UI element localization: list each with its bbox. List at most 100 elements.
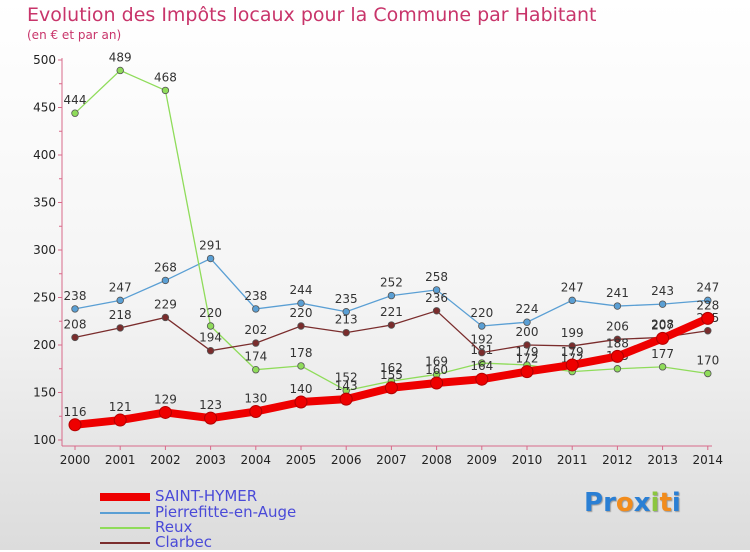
data-point-saint-hymer [158, 405, 172, 419]
data-label-saint-hymer: 143 [335, 379, 358, 393]
data-label-reux: 220 [199, 306, 222, 320]
y-tick-label: 350 [33, 196, 56, 210]
data-label-reux: 174 [244, 350, 267, 364]
data-label-pierrefitte-en-auge: 224 [516, 302, 539, 316]
data-point-reux [116, 66, 124, 75]
y-tick-label: 100 [33, 433, 56, 447]
data-label-pierrefitte-en-auge: 258 [425, 270, 448, 284]
data-point-pierrefitte-en-auge [478, 322, 486, 330]
data-point-pierrefitte-en-auge [342, 308, 350, 316]
data-point-reux [658, 363, 667, 371]
data-label-reux: 177 [651, 347, 674, 361]
y-tick-label: 150 [33, 386, 56, 400]
data-label-pierrefitte-en-auge: 268 [154, 260, 177, 274]
data-point-reux [704, 369, 712, 378]
data-point-pierrefitte-en-auge [116, 296, 124, 305]
data-label-saint-hymer: 130 [244, 392, 267, 406]
data-point-clarbec [387, 321, 396, 329]
data-point-clarbec [568, 342, 576, 350]
x-tick-label: 2003 [195, 453, 226, 467]
data-label-reux: 152 [335, 371, 358, 385]
data-point-reux [252, 366, 260, 374]
data-label-reux: 468 [154, 70, 177, 84]
data-label-clarbec: 206 [606, 319, 629, 333]
data-point-saint-hymer [113, 413, 127, 427]
data-point-reux [71, 109, 79, 117]
data-label-pierrefitte-en-auge: 241 [606, 286, 629, 300]
data-point-clarbec [116, 324, 124, 332]
data-label-pierrefitte-en-auge: 238 [64, 289, 87, 303]
data-point-reux [478, 359, 486, 367]
data-point-saint-hymer [339, 392, 353, 406]
data-point-reux [613, 365, 622, 373]
x-tick-label: 2005 [286, 453, 317, 467]
data-point-saint-hymer [610, 349, 624, 363]
data-point-pierrefitte-en-auge [613, 302, 622, 310]
legend-label-reux: Reux [155, 518, 193, 536]
data-label-reux: 179 [516, 345, 539, 359]
data-point-pierrefitte-en-auge [297, 299, 305, 307]
legend-swatch-reux [100, 527, 150, 529]
data-point-saint-hymer [656, 331, 670, 345]
data-point-pierrefitte-en-auge [252, 305, 260, 313]
x-tick-label: 2006 [331, 453, 362, 467]
data-label-saint-hymer: 228 [696, 298, 719, 312]
y-tick-label: 300 [33, 243, 56, 257]
data-point-reux [206, 322, 215, 330]
y-tick-label: 200 [33, 338, 56, 352]
data-point-saint-hymer [68, 418, 82, 432]
data-label-reux: 444 [64, 93, 87, 107]
data-label-reux: 169 [425, 354, 448, 368]
data-point-clarbec [297, 322, 305, 330]
data-point-reux [297, 362, 305, 370]
data-label-clarbec: 202 [244, 323, 267, 337]
data-point-clarbec [432, 307, 441, 315]
data-label-saint-hymer: 123 [199, 398, 222, 412]
data-point-pierrefitte-en-auge [523, 318, 531, 326]
data-label-saint-hymer: 129 [154, 392, 177, 406]
data-label-clarbec: 236 [425, 291, 448, 305]
x-tick-label: 2008 [421, 453, 452, 467]
legend-swatch-saint-hymer [100, 493, 150, 501]
data-point-clarbec [252, 339, 260, 347]
data-point-saint-hymer [430, 376, 444, 390]
data-point-reux [161, 86, 170, 95]
data-label-clarbec: 208 [651, 317, 674, 331]
legend-label-pierrefitte-en-auge: Pierrefitte-en-Auge [155, 503, 297, 521]
data-label-saint-hymer: 207 [651, 318, 674, 332]
data-label-clarbec: 221 [380, 305, 403, 319]
data-label-saint-hymer: 160 [425, 363, 448, 377]
x-tick-label: 2012 [602, 453, 633, 467]
legend-swatch-clarbec [100, 542, 150, 544]
data-point-pierrefitte-en-auge [432, 286, 441, 294]
data-label-clarbec: 220 [290, 306, 313, 320]
data-point-clarbec [161, 313, 170, 322]
data-label-pierrefitte-en-auge: 238 [244, 289, 267, 303]
data-point-clarbec [613, 335, 622, 343]
y-tick-label: 500 [33, 53, 56, 67]
data-label-pierrefitte-en-auge: 244 [290, 283, 313, 297]
data-point-pierrefitte-en-auge [71, 305, 79, 313]
data-point-saint-hymer [384, 381, 398, 395]
data-point-saint-hymer [565, 358, 579, 372]
x-tick-label: 2007 [376, 453, 407, 467]
data-point-saint-hymer [204, 411, 218, 425]
y-tick-label: 450 [33, 101, 56, 115]
data-point-saint-hymer [249, 405, 263, 418]
data-label-pierrefitte-en-auge: 247 [561, 280, 584, 294]
data-point-clarbec [523, 341, 531, 349]
data-label-saint-hymer: 116 [64, 405, 87, 419]
data-point-pierrefitte-en-auge [161, 276, 170, 285]
x-tick-label: 2013 [647, 453, 678, 467]
data-label-clarbec: 192 [470, 333, 493, 347]
legend-label-saint-hymer: SAINT-HYMER [155, 487, 258, 505]
data-label-pierrefitte-en-auge: 247 [109, 280, 132, 294]
proxiti-logo: Proxiti [584, 488, 681, 518]
data-label-saint-hymer: 121 [109, 400, 132, 414]
data-label-saint-hymer: 179 [561, 345, 584, 359]
x-tick-label: 2011 [557, 453, 588, 467]
data-label-reux: 489 [109, 50, 132, 64]
data-label-reux: 178 [290, 346, 313, 360]
data-label-saint-hymer: 164 [470, 359, 493, 373]
